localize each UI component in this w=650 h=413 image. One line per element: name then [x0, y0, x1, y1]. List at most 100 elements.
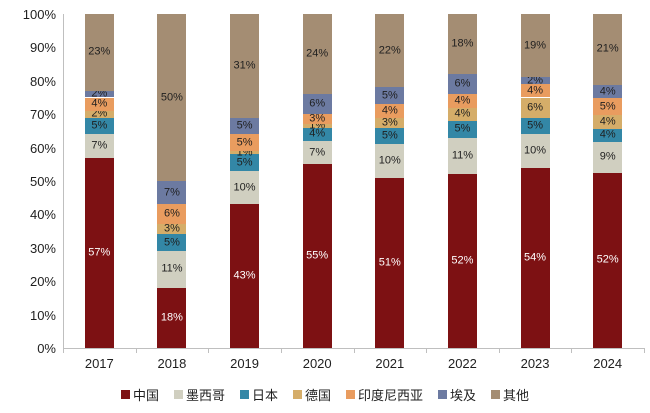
bar-segment-中国-2019: 43%	[230, 204, 260, 348]
legend-item-德国: 德国	[292, 385, 331, 404]
segment-value-label: 4%	[599, 128, 616, 141]
segment-value-label: 6%	[527, 101, 544, 114]
bar-segment-墨西哥-2023: 10%	[520, 134, 550, 168]
segment-value-label: 5%	[163, 236, 180, 249]
bar-segment-日本-2020: 4%	[302, 127, 332, 141]
bar-segment-德国-2020: 1%	[302, 120, 332, 131]
legend-swatch-icon	[292, 390, 302, 399]
bar-segment-埃及-2021: 5%	[375, 87, 405, 105]
segment-value-label: 10%	[378, 154, 401, 167]
segment-value-label: 18%	[451, 37, 474, 50]
y-tick-label: 50%	[29, 174, 56, 189]
segment-value-label: 4%	[309, 127, 326, 140]
legend-swatch-icon	[346, 390, 355, 399]
segment-value-label: 4%	[381, 104, 398, 117]
segment-value-label: 5%	[454, 122, 471, 135]
legend-label: 其他	[503, 388, 530, 403]
segment-value-label: 4%	[454, 94, 471, 107]
x-category-label: 2024	[593, 356, 623, 371]
legend-item-日本: 日本	[239, 385, 278, 404]
bar-segment-中国-2017: 57%	[84, 157, 114, 348]
x-tick-mark	[571, 349, 573, 353]
segment-value-label: 51%	[378, 256, 401, 269]
bar-segment-日本-2022: 5%	[447, 120, 477, 138]
segment-value-label: 22%	[378, 44, 401, 57]
segment-value-label: 5%	[381, 89, 398, 102]
segment-value-label: 21%	[596, 42, 619, 55]
segment-value-label: 6%	[163, 207, 180, 220]
legend-item-其他: 其他	[491, 385, 529, 404]
legend-label: 中国	[132, 388, 159, 403]
x-category-label: 2018	[157, 356, 187, 371]
legend-swatch-icon	[491, 390, 501, 399]
y-tick-label: 70%	[29, 107, 56, 123]
legend-label: 日本	[251, 388, 278, 403]
legend-label: 墨西哥	[185, 388, 225, 403]
legend-swatch-icon	[120, 390, 130, 399]
bar-segment-印度尼西亚-2019: 5%	[230, 134, 260, 151]
plot-area	[63, 14, 645, 349]
segment-value-label: 3%	[381, 116, 398, 129]
bar-segment-德国-2024: 4%	[593, 115, 623, 129]
segment-value-label: 7%	[309, 146, 326, 159]
bar-segment-其他-2017: 23%	[84, 14, 114, 91]
bar-segment-中国-2023: 54%	[520, 167, 550, 348]
segment-value-label: 52%	[451, 254, 474, 267]
bar-segment-印度尼西亚-2018: 6%	[157, 204, 187, 225]
segment-value-label: 24%	[306, 47, 329, 60]
bar-segment-其他-2022: 18%	[447, 14, 477, 75]
segment-value-label: 5%	[91, 119, 108, 132]
bar-segment-埃及-2022: 6%	[447, 74, 477, 95]
bar-segment-其他-2024: 21%	[593, 14, 623, 85]
segment-value-label: 4%	[599, 115, 616, 128]
bar-segment-日本-2018: 5%	[157, 234, 187, 252]
legend: 中国 墨西哥 日本 德国 印度尼西亚 埃及 其他	[0, 385, 650, 404]
legend-swatch-icon	[173, 390, 183, 399]
y-tick-label: 10%	[29, 307, 56, 323]
y-tick-label: 20%	[29, 274, 56, 290]
segment-value-label: 23%	[88, 45, 111, 58]
segment-value-label: 18%	[160, 311, 183, 324]
bar-segment-中国-2020: 55%	[302, 164, 332, 348]
bar-segment-其他-2020: 24%	[302, 14, 332, 95]
segment-value-label: 3%	[163, 222, 180, 235]
bar-segment-埃及-2018: 7%	[157, 181, 187, 205]
bar-segment-其他-2018: 50%	[157, 14, 187, 181]
x-category-label: 2019	[230, 356, 260, 371]
segment-value-label: 6%	[454, 77, 471, 90]
x-category-label: 2017	[84, 356, 114, 371]
x-tick-mark	[353, 349, 355, 353]
bar-segment-墨西哥-2017: 7%	[84, 134, 114, 158]
bar-segment-其他-2021: 22%	[375, 14, 405, 88]
bar-segment-德国-2022: 4%	[447, 107, 477, 121]
segment-value-label: 5%	[236, 156, 253, 169]
bar-segment-中国-2024: 52%	[593, 172, 623, 348]
x-tick-mark	[498, 349, 500, 353]
y-tick-label: 60%	[29, 140, 56, 156]
bar-segment-日本-2024: 4%	[593, 128, 623, 143]
x-category-label: 2020	[302, 356, 332, 371]
bar-segment-印度尼西亚-2022: 4%	[447, 94, 477, 108]
bar-segment-德国-2021: 3%	[375, 116, 405, 129]
bar-segment-印度尼西亚-2020: 3%	[302, 113, 332, 125]
x-tick-mark	[426, 349, 428, 353]
segment-value-label: 9%	[599, 150, 616, 163]
x-category-label: 2022	[447, 356, 477, 371]
bar-segment-墨西哥-2021: 10%	[375, 144, 405, 178]
segment-value-label: 4%	[527, 84, 544, 97]
segment-value-label: 4%	[91, 97, 108, 110]
bar-segment-墨西哥-2020: 7%	[302, 140, 332, 165]
legend-item-墨西哥: 墨西哥	[173, 385, 225, 404]
segment-value-label: 5%	[527, 119, 544, 132]
bar-segment-埃及-2019: 5%	[230, 117, 260, 135]
bar-segment-日本-2021: 5%	[375, 127, 405, 145]
bar-segment-中国-2018: 18%	[157, 287, 187, 348]
x-tick-mark	[644, 349, 645, 353]
segment-value-label: 11%	[161, 262, 183, 275]
y-tick-label: 0%	[37, 341, 56, 356]
legend-label: 印度尼西亚	[358, 388, 424, 403]
legend-item-埃及: 埃及	[438, 385, 476, 404]
x-tick-mark	[280, 349, 282, 353]
bar-segment-其他-2019: 31%	[230, 14, 260, 118]
